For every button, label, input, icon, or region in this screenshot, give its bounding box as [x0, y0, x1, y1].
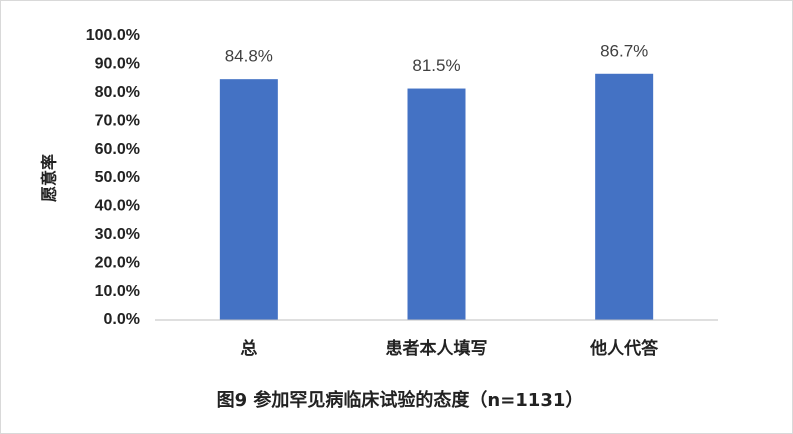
bar — [219, 79, 278, 320]
chart-title: 图9 参加罕见病临床试验的态度（n=1131） — [217, 389, 584, 411]
y-tick-label: 100.0% — [86, 27, 140, 44]
y-tick-label: 70.0% — [95, 112, 140, 129]
y-tick-label: 60.0% — [95, 141, 140, 158]
x-tick-label: 总 — [240, 338, 257, 359]
y-tick-label: 20.0% — [95, 254, 140, 271]
y-tick-label: 0.0% — [104, 311, 140, 328]
value-label: 81.5% — [412, 56, 460, 75]
value-label: 86.7% — [600, 41, 648, 60]
y-tick-label: 40.0% — [95, 198, 140, 215]
x-tick-label: 患者本人填写 — [386, 338, 488, 359]
y-tick-label: 30.0% — [95, 226, 140, 243]
y-tick-label: 50.0% — [95, 169, 140, 186]
y-tick-label: 10.0% — [95, 283, 140, 300]
y-tick-label: 90.0% — [95, 56, 140, 73]
bar — [595, 73, 654, 320]
bar — [407, 88, 466, 320]
x-tick-label: 他人代答 — [589, 338, 659, 359]
value-label: 84.8% — [225, 47, 273, 66]
y-tick-label: 80.0% — [95, 84, 140, 101]
y-axis-label: 愿意率 — [40, 154, 59, 202]
